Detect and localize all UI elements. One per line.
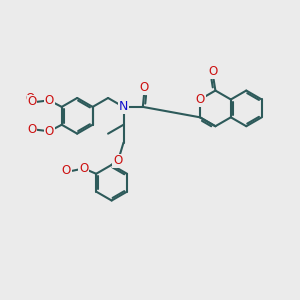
Text: O: O xyxy=(79,162,88,175)
Text: O: O xyxy=(208,65,217,78)
Text: O: O xyxy=(140,81,149,94)
Text: O: O xyxy=(62,164,71,177)
Text: O: O xyxy=(25,92,34,105)
Text: O: O xyxy=(45,125,54,138)
Text: O: O xyxy=(45,94,54,107)
Text: O: O xyxy=(28,95,37,108)
Text: O: O xyxy=(195,93,205,106)
Text: O: O xyxy=(28,123,37,136)
Text: N: N xyxy=(119,100,128,113)
Text: O: O xyxy=(113,154,122,167)
